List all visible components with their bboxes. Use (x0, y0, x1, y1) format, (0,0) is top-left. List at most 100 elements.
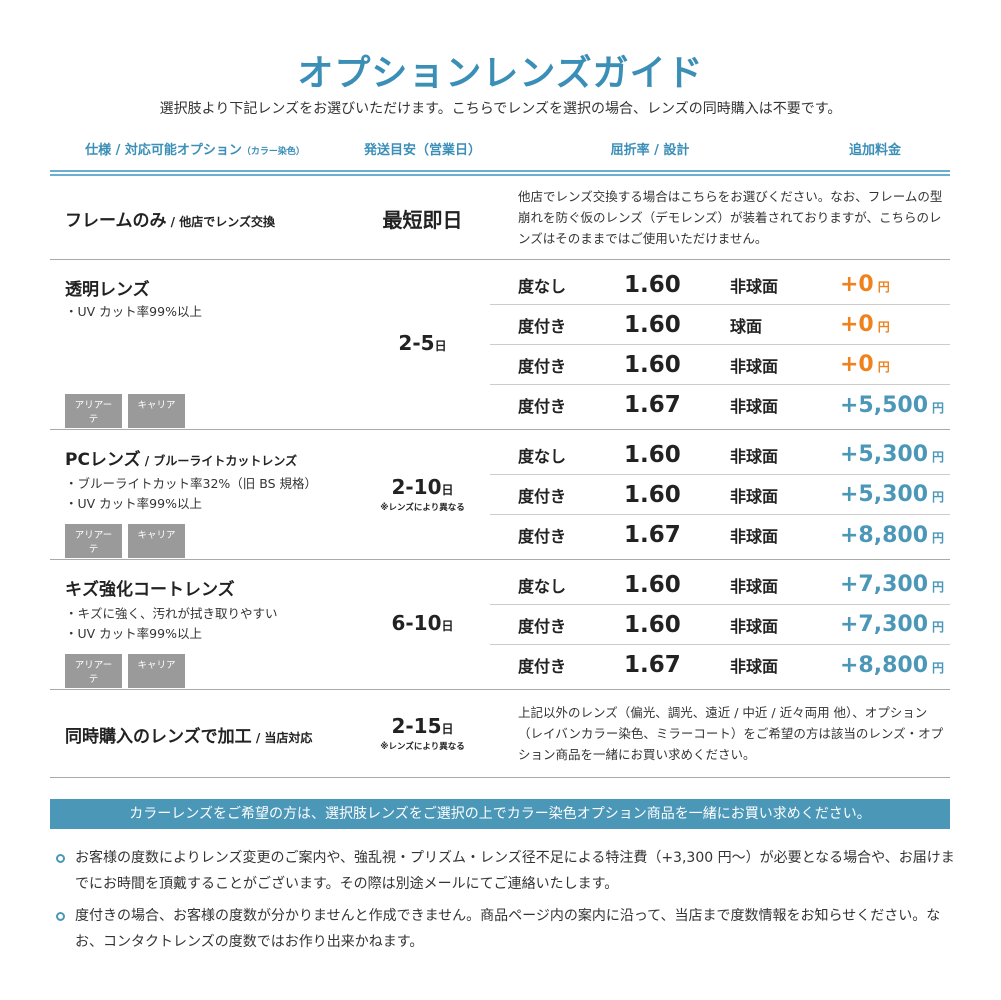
lens-design: 非球面 (730, 657, 779, 676)
lens-option-row: 度付き 1.60 非球面 +5,300 円 (490, 475, 950, 515)
lens-option-row: 度なし 1.60 非球面 +0 円 (490, 265, 950, 305)
header-spec-small: （カラー染色） (241, 147, 305, 157)
days-value: 最短即日 (382, 208, 463, 232)
days-value: 6-10 (391, 611, 442, 635)
additional-price: +5,500 円 (840, 393, 944, 418)
price-unit: 円 (877, 280, 890, 294)
price-unit: 円 (932, 580, 945, 594)
lens-design: 非球面 (730, 576, 779, 596)
additional-price: +5,300 円 (840, 442, 944, 467)
header-divider (50, 170, 950, 176)
feature-item: ・UV カット率99%以上 (65, 304, 202, 319)
prescription-type: 度付き (518, 657, 567, 676)
section-name-sub: / 他店でレンズ交換 (166, 215, 275, 229)
days-unit: 日 (441, 619, 454, 633)
feature-item: ・UV カット率99%以上 (65, 496, 202, 511)
price-unit: 円 (932, 660, 945, 675)
feature-list: ・UV カット率99%以上 (65, 302, 202, 322)
header-spec: 仕様 / 対応可能オプション（カラー染色） (60, 139, 330, 158)
option-tag: キャリア (128, 524, 185, 558)
refractive-index: 1.60 (624, 611, 681, 638)
circle-bullet-icon (56, 854, 65, 863)
days-value: 2-5 (398, 331, 435, 355)
price-value: +7,300 (840, 572, 929, 597)
option-tag: アリアーテ (65, 524, 122, 558)
refractive-index: 1.60 (624, 571, 681, 598)
option-tag: キャリア (128, 394, 185, 428)
price-unit: 円 (877, 320, 890, 334)
lens-design: 非球面 (730, 276, 779, 296)
lens-design: 非球面 (730, 527, 779, 546)
lens-section: 同時購入のレンズで加工 / 当店対応 2-15日 ※レンズにより異なる 上記以外のレン… (50, 690, 950, 778)
price-unit: 円 (932, 620, 945, 634)
additional-price: +5,300 円 (840, 482, 944, 507)
prescription-type: 度付き (518, 397, 567, 416)
note-item: お客様の度数によりレンズ変更のご案内や、強乱視・プリズム・レンズ径不足による特注… (56, 845, 956, 897)
lens-option-row: 度付き 1.67 非球面 +5,500 円 (490, 385, 950, 425)
price-value: +7,300 (840, 612, 929, 637)
lens-section: 透明レンズ ・UV カット率99%以上 アリアーテ キャリア 2-5日 度なし 1.60 非球… (50, 260, 950, 430)
option-tags: アリアーテ キャリア (65, 654, 185, 688)
section-name-main: フレームのみ (65, 211, 167, 231)
days-unit: 日 (441, 722, 454, 736)
lens-option-row: 度なし 1.60 非球面 +5,300 円 (490, 435, 950, 475)
price-value: +0 (840, 312, 874, 337)
additional-price: +8,800 円 (840, 653, 944, 678)
price-unit: 円 (932, 490, 945, 504)
shipping-days: 最短即日 (360, 204, 485, 233)
prescription-type: 度なし (518, 446, 567, 466)
price-value: +8,800 (840, 522, 929, 548)
note-text: 度付きの場合、お客様の度数が分かりませんと作成できません。商品ページ内の案内に沿… (75, 908, 941, 950)
subtitle: 選択肢より下記レンズをお選びいただけます。こちらでレンズを選択の場合、レンズの同… (159, 101, 842, 117)
section-description: 上記以外のレンズ（偏光、調光、遠近 / 中近 / 近々両用 他）、オプション（レ… (518, 705, 944, 762)
price-value: +0 (840, 272, 874, 297)
section-description: 他店でレンズ交換する場合はこちらをお選びください。なお、フレームの型崩れを防ぐ仮… (518, 189, 943, 246)
feature-item: ・キズに強く、汚れが拭き取りやすい (65, 606, 278, 621)
refractive-index: 1.67 (624, 522, 681, 548)
additional-price: +0 円 (840, 352, 890, 377)
prescription-type: 度付き (518, 527, 567, 546)
option-tags: アリアーテ キャリア (65, 394, 185, 428)
shipping-days: 2-10日 ※レンズにより異なる (360, 475, 485, 513)
note-text: お客様の度数によりレンズ変更のご案内や、強乱視・プリズム・レンズ径不足による特注… (75, 850, 955, 892)
refractive-index: 1.67 (624, 652, 681, 678)
price-value: +5,300 (840, 482, 929, 507)
section-name-main: PCレンズ (65, 450, 141, 470)
price-unit: 円 (932, 450, 945, 464)
price-unit: 円 (932, 400, 945, 415)
lens-option-row: 度付き 1.60 非球面 +7,300 円 (490, 605, 950, 645)
note-item: 度付きの場合、お客様の度数が分かりませんと作成できません。商品ページ内の案内に沿… (56, 903, 956, 955)
prescription-type: 度付き (518, 616, 567, 636)
refractive-index: 1.60 (624, 481, 681, 508)
price-value: +8,800 (840, 652, 929, 678)
lens-design: 球面 (730, 316, 763, 336)
days-value: 2-10 (391, 475, 442, 499)
feature-item: ・UV カット率99%以上 (65, 626, 202, 641)
price-unit: 円 (877, 360, 890, 374)
additional-price: +0 円 (840, 272, 890, 297)
section-name: フレームのみ / 他店でレンズ交換 (65, 206, 275, 231)
price-unit: 円 (932, 530, 945, 545)
lens-option-row: 度付き 1.67 非球面 +8,800 円 (490, 515, 950, 555)
refractive-index: 1.60 (624, 351, 681, 378)
refractive-index: 1.60 (624, 441, 681, 468)
days-unit: 日 (441, 483, 454, 497)
section-name: PCレンズ / ブルーライトカットレンズ (65, 445, 297, 470)
lens-section: フレームのみ / 他店でレンズ交換 最短即日 他店でレンズ交換する場合はこちらをお選… (50, 176, 950, 260)
header-days: 発送目安（営業日） (363, 143, 481, 158)
option-tags: アリアーテ キャリア (65, 524, 185, 558)
prescription-type: 度付き (518, 486, 567, 506)
section-name: キズ強化コートレンズ (65, 575, 235, 600)
option-tag: アリアーテ (65, 654, 122, 688)
price-value: +5,500 (840, 392, 929, 418)
refractive-index: 1.60 (624, 271, 681, 298)
section-name: 同時購入のレンズで加工 / 当店対応 (65, 722, 312, 747)
feature-item: ・ブルーライトカット率32%（旧 BS 規格） (65, 476, 318, 491)
section-name-main: 同時購入のレンズで加工 (65, 727, 252, 747)
lens-option-row: 度付き 1.67 非球面 +8,800 円 (490, 645, 950, 685)
lens-design: 非球面 (730, 356, 779, 376)
lens-section: キズ強化コートレンズ・キズに強く、汚れが拭き取りやすい ・UV カット率99%以上… (50, 560, 950, 690)
option-tag: アリアーテ (65, 394, 122, 428)
header-spec-label: 仕様 / 対応可能オプション (85, 143, 242, 158)
additional-price: +7,300 円 (840, 572, 944, 597)
